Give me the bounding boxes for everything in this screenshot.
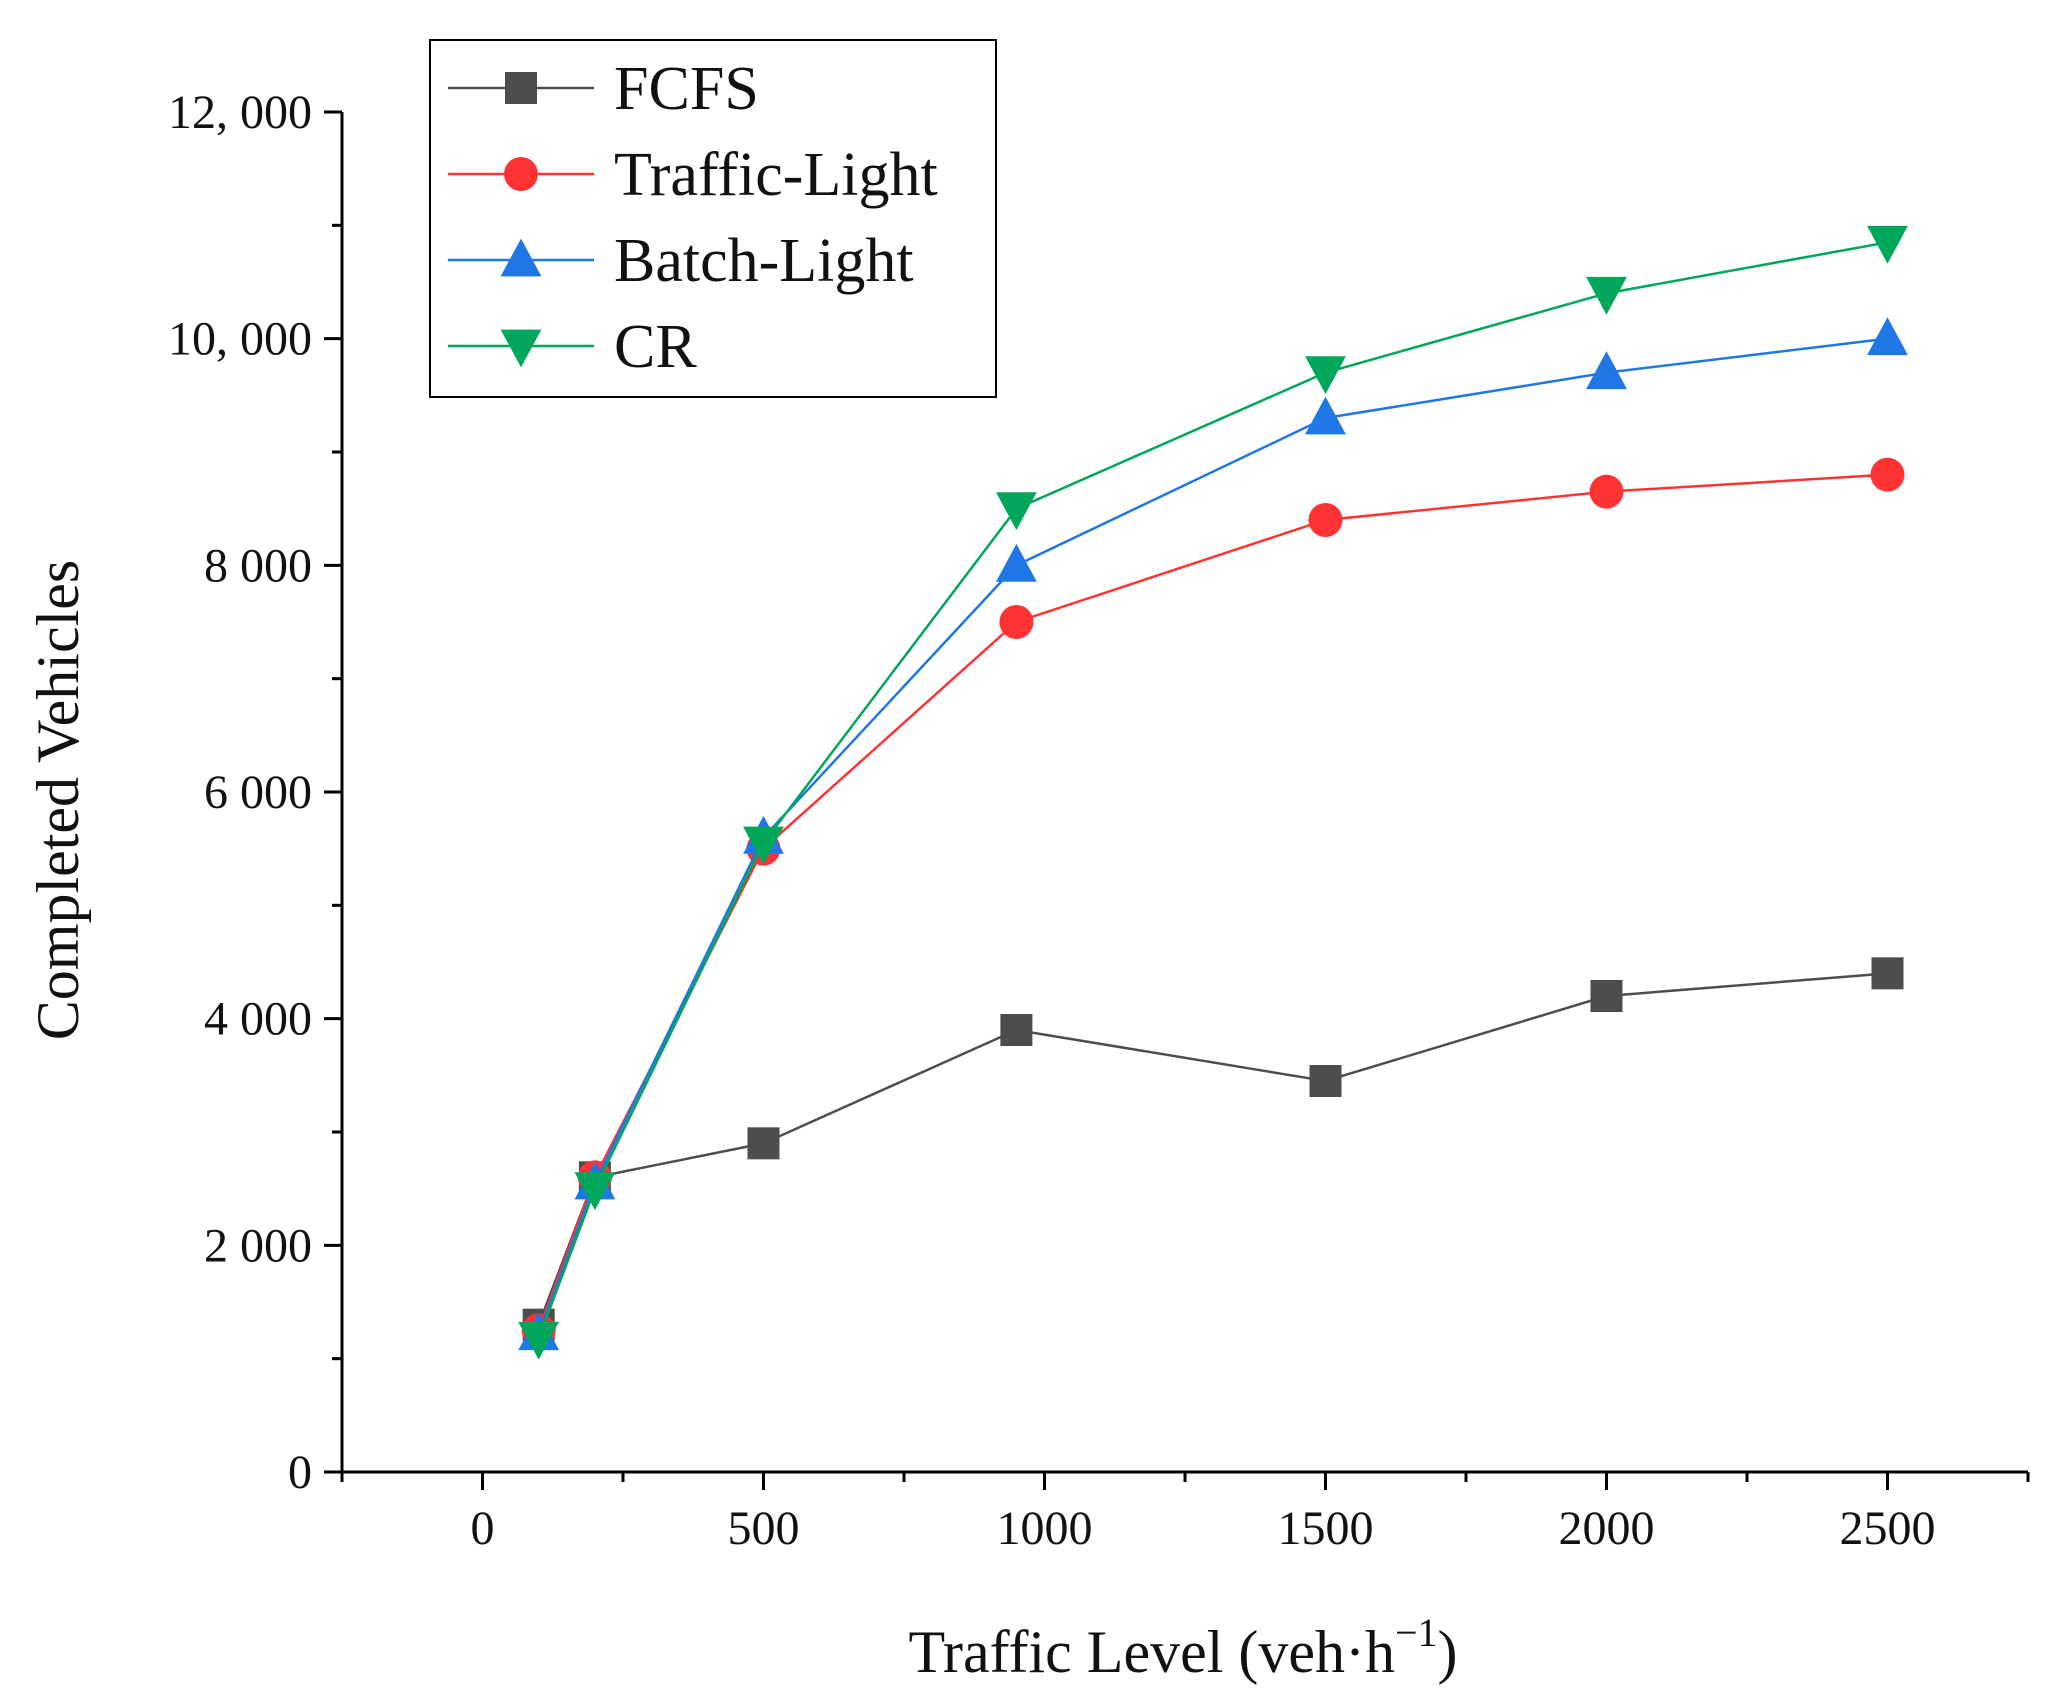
data-point-traffic-light (1589, 474, 1624, 509)
y-tick-label: 10, 000 (168, 313, 312, 366)
legend-label: Traffic-Light (614, 141, 938, 209)
tick-labels: 0 2 000 4 000 6 000 8 000 10, 000 12, 000 0 500 1… (168, 86, 1936, 1555)
data-point-batch-light (1586, 351, 1627, 390)
legend-label: CR (614, 313, 697, 381)
x-axis-title: Traffic Level (veh·h−1) (908, 1610, 1457, 1685)
data-point-fcfs (1871, 957, 1904, 990)
legend-item-batch-light: Batch-Light (448, 227, 914, 295)
y-tick-label: 8 000 (204, 539, 312, 592)
data-point-traffic-light (1870, 457, 1905, 492)
x-axis-title-superscript: −1 (1395, 1610, 1438, 1655)
x-tick-label: 1000 (997, 1502, 1093, 1555)
x-tick-label: 1500 (1278, 1502, 1374, 1555)
data-point-cr (574, 1172, 616, 1211)
legend-marker (500, 238, 542, 277)
y-tick-label: 12, 000 (168, 86, 312, 139)
data-point-cr (518, 1321, 560, 1360)
series-traffic-light (521, 457, 1905, 1348)
series-cr (518, 225, 1908, 1360)
legend-label: Batch-Light (614, 227, 914, 295)
data-point-cr (996, 492, 1037, 531)
series-line-cr (537, 241, 1888, 1339)
data-point-fcfs (1590, 980, 1623, 1012)
legend-label: FCFS (614, 55, 759, 123)
data-point-batch-light (996, 543, 1037, 582)
data-point-cr (743, 826, 784, 865)
data-point-cr (1586, 276, 1627, 315)
y-axis-title: Completed Vehicles (25, 560, 91, 1040)
data-point-fcfs (1000, 1014, 1033, 1046)
data-point-fcfs (747, 1127, 780, 1160)
x-axis-title-close: ) (1438, 1619, 1458, 1685)
x-tick-label: 500 (728, 1502, 800, 1555)
y-tick-label: 2 000 (204, 1219, 312, 1272)
data-point-batch-light (1867, 317, 1908, 356)
data-point-fcfs (1309, 1065, 1342, 1097)
legend-item-traffic-light: Traffic-Light (448, 141, 938, 209)
legend-item-cr: CR (448, 313, 697, 381)
x-tick-label: 0 (471, 1502, 495, 1555)
series-batch-light (518, 317, 1908, 1351)
legend-marker (505, 72, 537, 104)
x-tick-label: 2500 (1840, 1502, 1936, 1555)
legend-marker (504, 157, 538, 191)
data-point-cr (1305, 356, 1346, 395)
x-tick-label: 2000 (1559, 1502, 1655, 1555)
y-tick-label: 4 000 (204, 993, 312, 1046)
data-point-batch-light (1305, 396, 1346, 435)
legend: FCFS Traffic-Light Batch-Light CR (429, 39, 997, 398)
x-axis-title-main: Traffic Level (veh·h (908, 1619, 1395, 1685)
axes (324, 110, 2030, 1490)
legend-item-fcfs: FCFS (448, 55, 759, 123)
data-point-traffic-light (999, 605, 1034, 639)
data-point-cr (1867, 225, 1908, 264)
legend-marker (500, 329, 542, 368)
series-layer (518, 225, 1908, 1360)
series-line-fcfs (537, 972, 1888, 1326)
y-tick-label: 0 (288, 1446, 312, 1499)
series-line-traffic-light (537, 473, 1888, 1331)
y-tick-label: 6 000 (204, 766, 312, 819)
data-point-traffic-light (1308, 503, 1343, 537)
series-fcfs (522, 957, 1904, 1341)
